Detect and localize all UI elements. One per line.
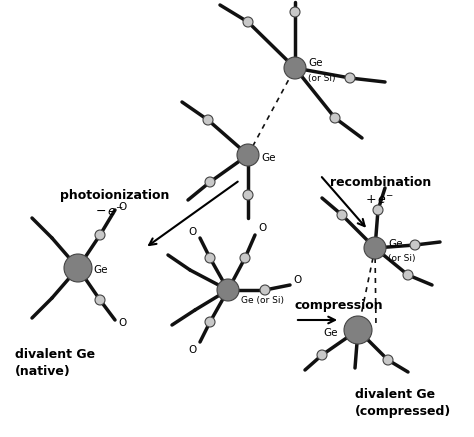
Text: $+\,e^{-}$: $+\,e^{-}$ [365, 194, 394, 207]
Circle shape [337, 210, 347, 220]
Text: (native): (native) [15, 365, 71, 378]
Text: Ge (or Si): Ge (or Si) [241, 295, 284, 305]
Text: Ge: Ge [93, 265, 108, 275]
Text: Ge: Ge [323, 328, 337, 338]
Circle shape [330, 113, 340, 123]
Text: photoionization: photoionization [60, 188, 169, 201]
Text: (compressed): (compressed) [355, 406, 451, 419]
Text: O: O [189, 345, 197, 355]
Text: recombination: recombination [330, 176, 431, 188]
Circle shape [403, 270, 413, 280]
Circle shape [383, 355, 393, 365]
Circle shape [344, 316, 372, 344]
Circle shape [373, 205, 383, 215]
Circle shape [364, 237, 386, 259]
Text: Ge: Ge [308, 58, 322, 68]
Text: O: O [118, 202, 126, 212]
Circle shape [243, 17, 253, 27]
Text: O: O [118, 318, 126, 328]
Circle shape [290, 7, 300, 17]
Circle shape [217, 279, 239, 301]
Text: (or Si): (or Si) [308, 73, 336, 83]
Circle shape [345, 73, 355, 83]
Text: divalent Ge: divalent Ge [15, 348, 95, 361]
Circle shape [95, 230, 105, 240]
Text: O: O [293, 275, 301, 285]
Circle shape [317, 350, 327, 360]
Circle shape [64, 254, 92, 282]
Circle shape [240, 253, 250, 263]
Text: (or Si): (or Si) [388, 253, 416, 263]
Circle shape [260, 285, 270, 295]
Circle shape [205, 317, 215, 327]
Circle shape [203, 115, 213, 125]
Text: Ge: Ge [388, 239, 402, 249]
Circle shape [410, 240, 420, 250]
Text: Ge: Ge [261, 153, 275, 163]
Text: O: O [189, 227, 197, 237]
Circle shape [205, 177, 215, 187]
Text: compression: compression [295, 298, 383, 312]
Circle shape [237, 144, 259, 166]
Circle shape [95, 295, 105, 305]
Circle shape [284, 57, 306, 79]
Text: O: O [258, 223, 266, 233]
Text: $-\,e^{-}$: $-\,e^{-}$ [95, 205, 124, 218]
Circle shape [205, 253, 215, 263]
Circle shape [243, 190, 253, 200]
Text: divalent Ge: divalent Ge [355, 388, 435, 402]
